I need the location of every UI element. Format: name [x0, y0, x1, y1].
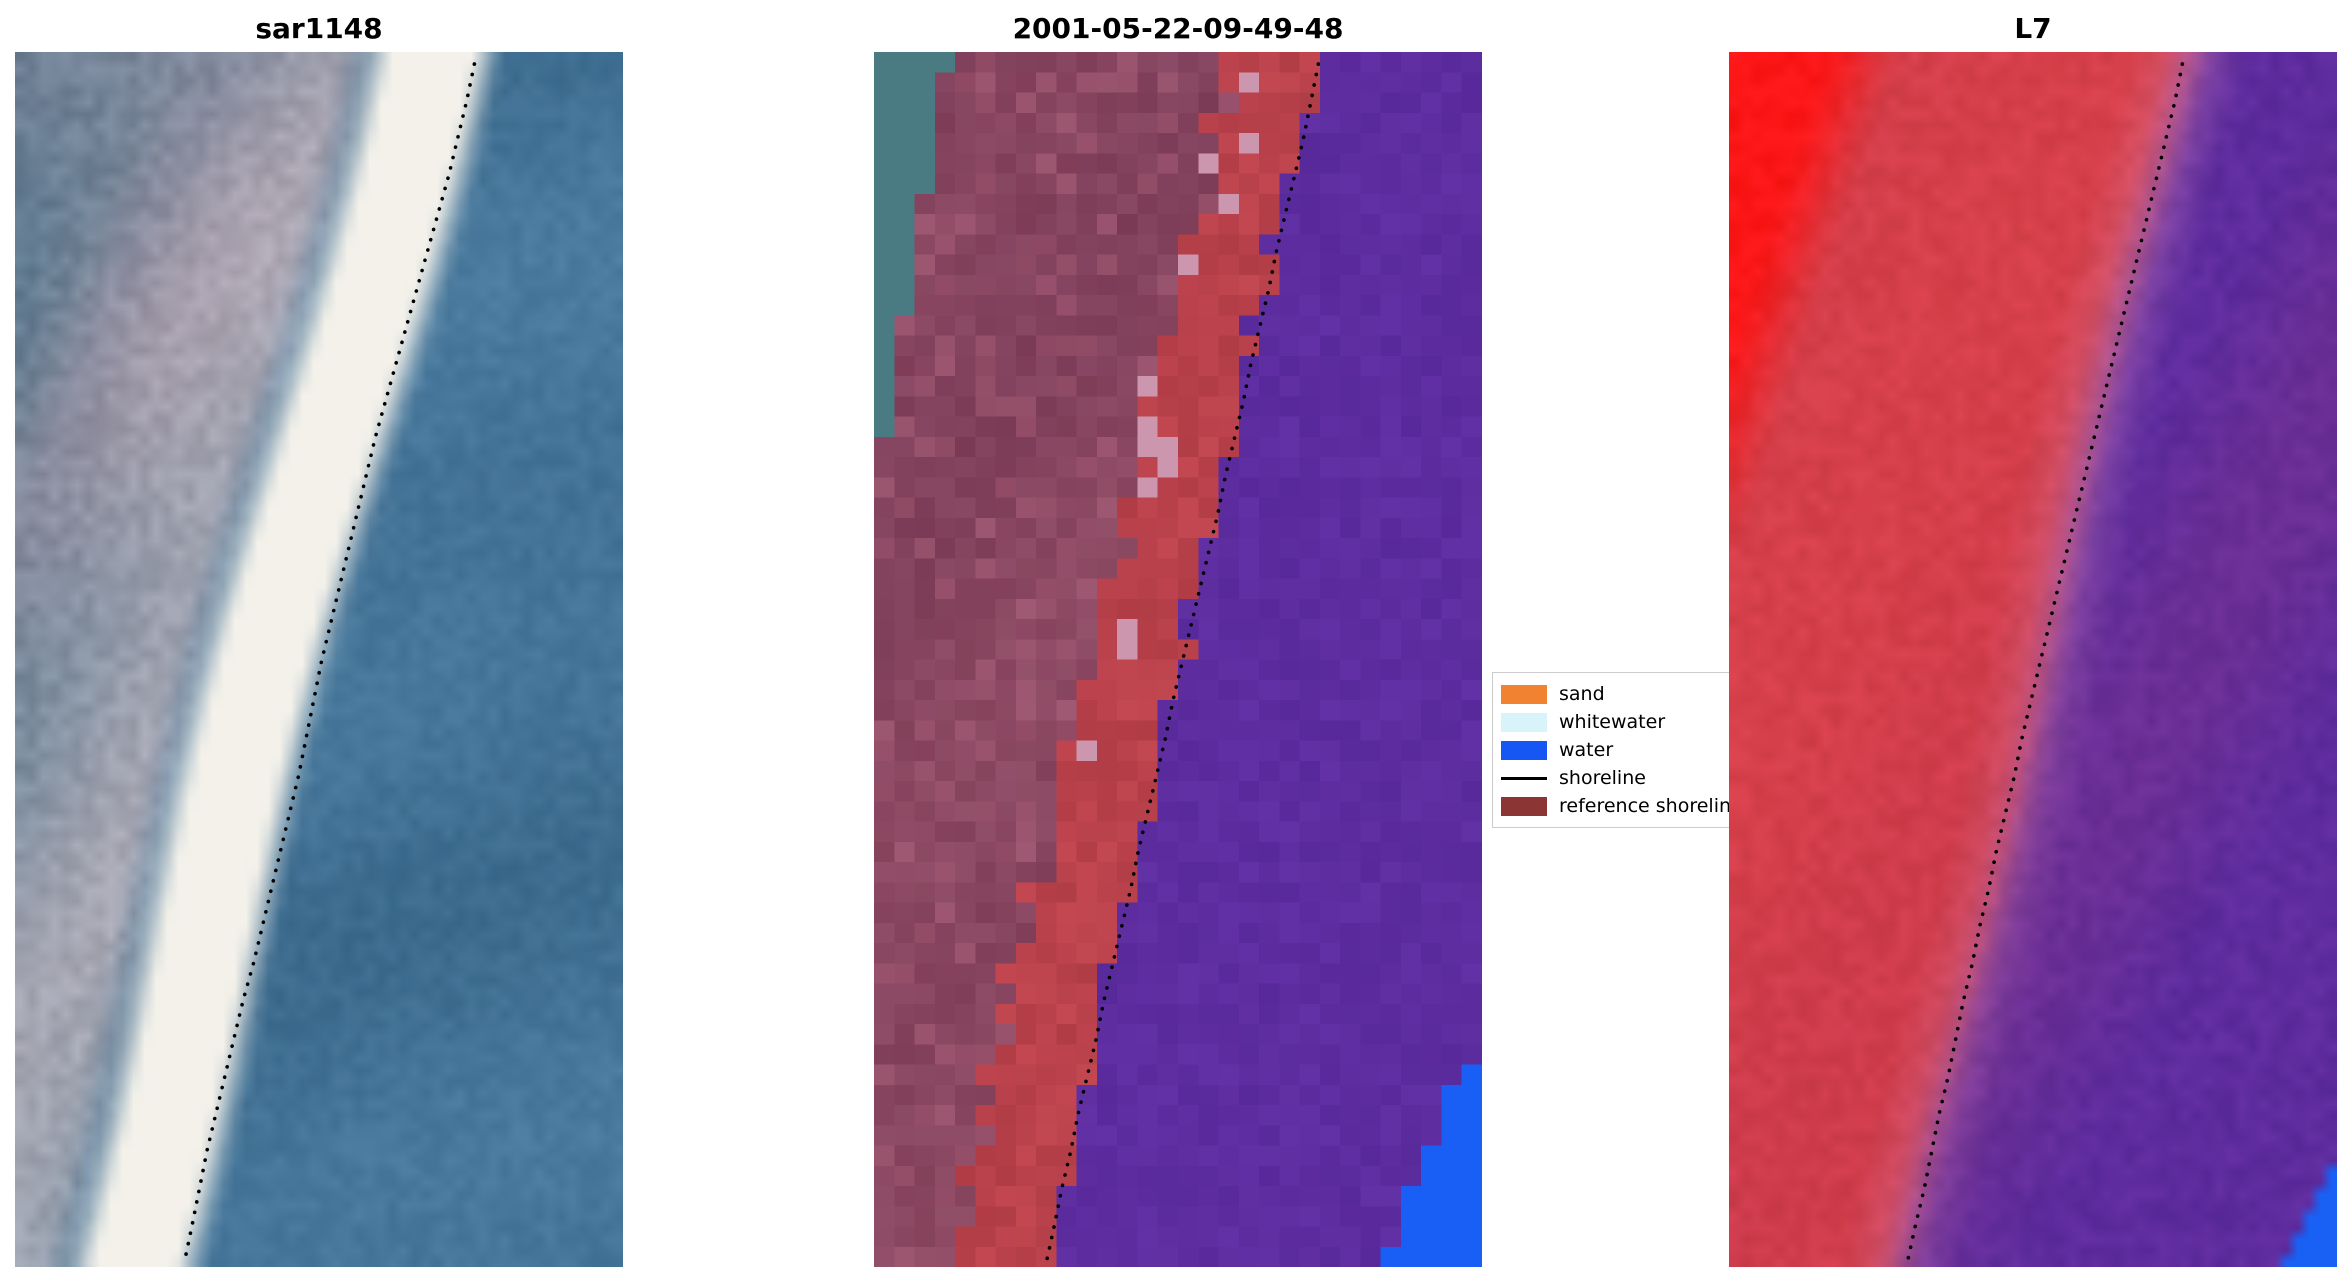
legend-item-water: water — [1501, 736, 1783, 764]
legend-item-reference-shoreline: reference shoreline — [1501, 792, 1783, 820]
l7-image — [1729, 52, 2337, 1267]
legend-label-whitewater: whitewater — [1559, 711, 1666, 733]
classified-image — [874, 52, 1482, 1267]
reference-shoreline-swatch — [1501, 796, 1547, 816]
legend-label-shoreline: shoreline — [1559, 767, 1646, 789]
legend-label-sand: sand — [1559, 683, 1605, 705]
shoreline-line-swatch — [1501, 776, 1547, 780]
legend-label-reference-shoreline: reference shoreline — [1559, 795, 1743, 817]
panel-title-sar: sar1148 — [255, 12, 383, 45]
sand-swatch — [1501, 684, 1547, 704]
legend-item-whitewater: whitewater — [1501, 708, 1783, 736]
sar-image — [15, 52, 623, 1267]
whitewater-swatch — [1501, 712, 1547, 732]
water-swatch — [1501, 740, 1547, 760]
legend-item-shoreline: shoreline — [1501, 764, 1783, 792]
legend-item-sand: sand — [1501, 680, 1783, 708]
panel-title-l7: L7 — [2014, 12, 2052, 45]
legend-label-water: water — [1559, 739, 1614, 761]
panel-title-date: 2001-05-22-09-49-48 — [1012, 12, 1344, 45]
